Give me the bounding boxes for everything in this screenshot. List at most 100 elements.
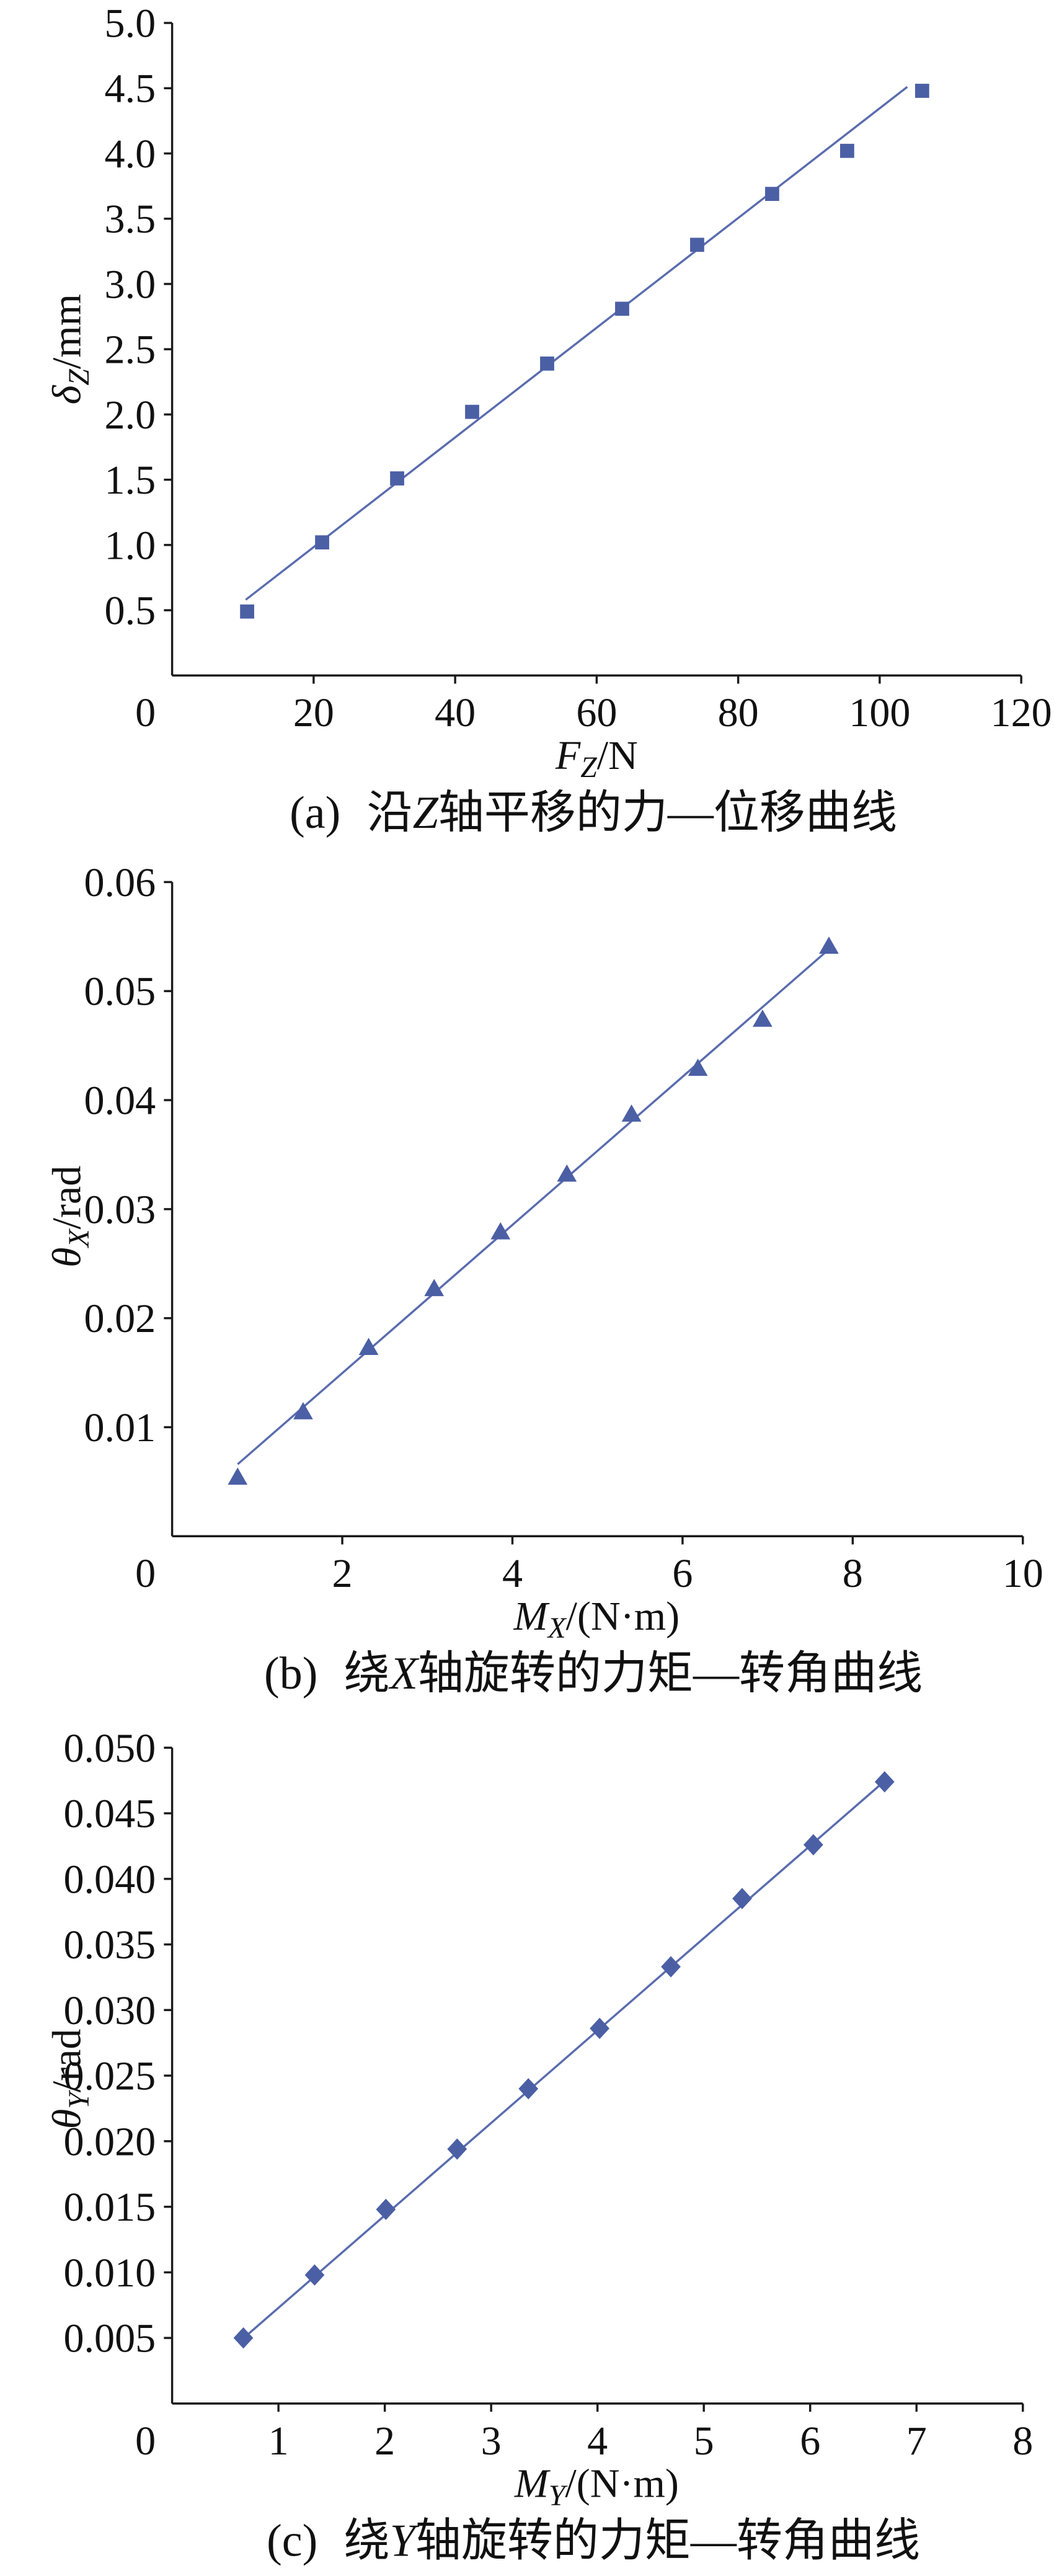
data-point: [688, 1059, 708, 1076]
data-point: [304, 2264, 325, 2286]
data-point: [228, 1467, 248, 1485]
data-point: [621, 1104, 642, 1122]
x-tick-label: 4: [587, 2418, 608, 2464]
caption-label: (c): [267, 2516, 317, 2567]
x-tick-label: 60: [576, 690, 617, 735]
data-point: [376, 2198, 396, 2221]
trend-line: [245, 86, 908, 601]
caption-text-pre: 绕: [344, 1648, 390, 1699]
x-tick-label: 40: [435, 690, 476, 735]
y-tick-label: 1.5: [105, 458, 156, 503]
trend-line: [241, 1778, 888, 2340]
chart-b: MX/(N·m) θX/rad (b) 绕X轴旋转的力矩—转角曲线 0.010.0…: [45, 860, 1043, 1699]
x-tick-label: 0: [135, 1551, 156, 1596]
trend-line: [237, 948, 831, 1465]
x-axis-symbol: M: [514, 2461, 551, 2507]
data-point: [690, 238, 704, 252]
x-tick-label: 6: [672, 1551, 693, 1596]
x-axis-unit: /N: [597, 733, 638, 778]
chart-caption: (a) 沿Z轴平移的力—位移曲线: [290, 788, 897, 838]
y-axis-unit: /rad: [45, 2029, 90, 2093]
data-point: [233, 2327, 254, 2349]
x-tick-label: 120: [991, 690, 1052, 735]
x-tick-label: 80: [718, 690, 759, 735]
y-axis-symbol: θ: [45, 1247, 90, 1267]
x-tick-label: 20: [293, 690, 334, 735]
caption-text-pre: 沿: [367, 788, 413, 838]
x-tick-label: 2: [374, 2418, 395, 2464]
y-tick-label: 0.045: [63, 1792, 156, 1837]
x-axis-symbol: M: [513, 1594, 551, 1639]
data-point: [590, 2017, 609, 2040]
data-point: [424, 1279, 445, 1297]
y-tick-label: 2.5: [105, 327, 156, 373]
caption-text-pre: 绕: [344, 2516, 390, 2567]
data-point: [293, 1401, 313, 1419]
data-point: [732, 1888, 752, 1909]
y-axis-symbol: δ: [45, 384, 90, 404]
y-axis-subscript: X: [63, 1228, 95, 1248]
x-tick-label: 0: [135, 690, 156, 735]
chart-caption: (c) 绕Y轴旋转的力矩—转角曲线: [267, 2516, 920, 2567]
y-tick-label: 0.06: [84, 860, 156, 905]
x-tick-label: 4: [502, 1551, 523, 1596]
y-tick-label: 1.0: [105, 523, 156, 568]
y-tick-label: 4.0: [105, 131, 156, 177]
x-tick-label: 100: [849, 690, 910, 735]
y-tick-label: 0.5: [105, 588, 156, 634]
y-tick-label: 0.050: [63, 1726, 156, 1771]
x-axis-label: FZ/N: [555, 733, 638, 784]
data-point: [874, 1771, 895, 1793]
x-tick-label: 2: [332, 1551, 353, 1596]
y-axis-subscript: Z: [63, 369, 95, 386]
y-axis-unit: /rad: [45, 1166, 90, 1230]
y-tick-label: 0.040: [63, 1857, 156, 1902]
y-tick-label: 0.005: [63, 2316, 156, 2361]
data-point: [447, 2138, 467, 2160]
data-point: [804, 1834, 823, 1856]
chart-c: MY/(N·m) θY/rad (c) 绕Y轴旋转的力矩—转角曲线 0.0050.…: [45, 1726, 1034, 2567]
chart-a: FZ/N δZ/mm (a) 沿Z轴平移的力—位移曲线 0.51.01.52.02…: [45, 1, 1052, 838]
y-axis-subscript: Y: [63, 2090, 95, 2109]
y-tick-label: 0.04: [84, 1078, 156, 1123]
data-point: [765, 187, 779, 202]
y-tick-label: 5.0: [105, 1, 156, 46]
caption-text-post: 轴旋转的力矩—转角曲线: [418, 1648, 923, 1699]
data-point: [819, 936, 839, 954]
x-tick-label: 8: [1012, 2418, 1033, 2464]
y-tick-label: 3.5: [105, 197, 156, 242]
y-tick-label: 0.020: [63, 2119, 156, 2164]
y-tick-label: 0.035: [63, 1922, 156, 1968]
x-axis-unit: /(N·m): [565, 2461, 679, 2507]
y-tick-label: 3.0: [105, 262, 156, 307]
y-tick-label: 0.03: [84, 1187, 156, 1232]
y-axis-symbol: θ: [45, 2109, 90, 2129]
y-tick-label: 0.025: [63, 2054, 156, 2099]
y-tick-label: 0.010: [63, 2250, 156, 2296]
caption-label: (a): [290, 788, 340, 838]
data-point: [240, 604, 254, 619]
data-point: [518, 2078, 539, 2100]
caption-label: (b): [264, 1648, 317, 1699]
caption-axis-letter: Y: [390, 2516, 420, 2567]
y-tick-label: 0.030: [63, 1988, 156, 2033]
y-tick-label: 0.05: [84, 969, 156, 1015]
data-point: [557, 1164, 577, 1182]
x-axis-subscript: Y: [549, 2480, 568, 2512]
data-point: [490, 1222, 511, 1240]
y-tick-label: 4.5: [105, 66, 156, 112]
data-point: [465, 404, 479, 419]
y-axis-label: θY/rad: [45, 2029, 95, 2130]
data-point: [315, 535, 329, 549]
y-tick-label: 0.01: [84, 1405, 156, 1450]
data-point: [615, 301, 629, 316]
x-tick-label: 5: [694, 2418, 714, 2464]
data-point: [914, 84, 929, 98]
caption-axis-letter: X: [388, 1648, 420, 1699]
x-axis-subscript: Z: [580, 752, 597, 784]
data-point: [358, 1338, 379, 1356]
x-tick-label: 1: [268, 2418, 289, 2464]
x-axis-label: MY/(N·m): [514, 2461, 679, 2512]
data-point: [839, 143, 854, 158]
